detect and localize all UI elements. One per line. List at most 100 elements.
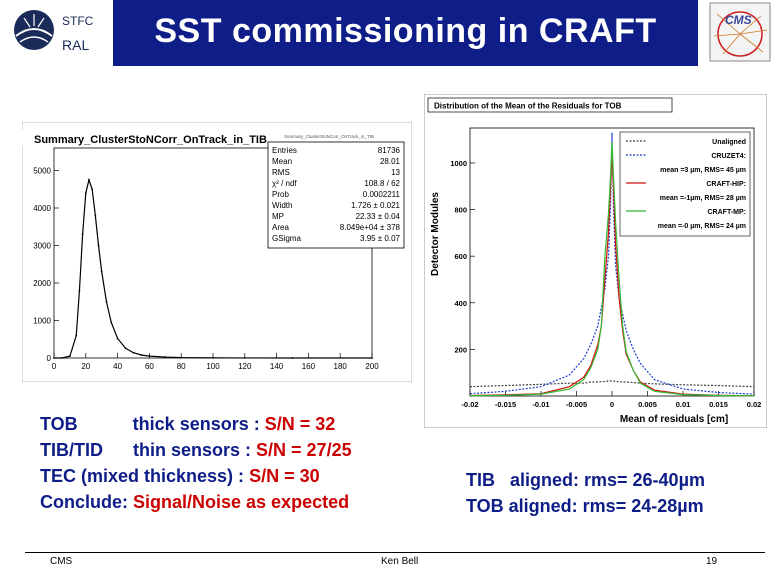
cms-logo: CMS [709,2,771,62]
sn-data-point [371,357,373,359]
x-tick-label: 200 [365,362,379,371]
conclusion-line: Conclude: Signal/Noise as expected [40,492,349,513]
x-tick-label: 0.02 [747,400,762,409]
sn-data-point [291,357,294,359]
title-banner [113,0,698,66]
y-tick-label: 1000 [450,159,467,168]
x-tick-label: 20 [81,362,90,371]
residuals-plot-title: Distribution of the Mean of the Residual… [434,102,622,111]
stats-value: 0.0002211 [363,190,401,199]
legend-entry: mean =3 µm, RMS= 45 µm [660,167,746,174]
sn-data-point [105,300,108,303]
legend-entry: mean =-1µm, RMS= 28 µm [660,195,746,202]
sn-data-point [78,289,81,292]
sn-data-point [69,355,71,358]
cms-logo-text: CMS [725,13,752,27]
conclusion-label: Conclude: [40,492,133,512]
y-tick-label: 4000 [33,204,51,213]
legend-entry: CRAFT-HIP: [706,181,746,188]
tib-sn-label: TIB/TID thin sensors : [40,440,257,460]
stats-value: 1.726 ± 0.021 [351,201,400,210]
slide-title: SST commissioning in CRAFT [154,12,657,50]
sn-data-point [116,337,119,340]
y-tick-label: 400 [454,299,467,308]
y-tick-label: 3000 [33,242,51,251]
residuals-legend-box [619,131,751,237]
tob-sn-value: S/N = 32 [264,414,336,434]
stats-label: χ² / ndf [272,179,297,188]
sn-data-point [88,178,90,181]
legend-entry: Unaligned [712,139,746,146]
footer-experiment: CMS [50,556,73,567]
stats-label: RMS [272,168,290,177]
sn-data-point [81,233,84,236]
y-tick-label: 800 [454,206,467,215]
residuals-y-label: Detector Modules [430,192,441,276]
sn-data-point [132,351,135,354]
x-tick-label: 0 [52,362,57,371]
sn-data-point [124,347,127,350]
sn-data-point [164,356,167,358]
x-tick-label: 180 [334,362,348,371]
y-tick-label: 5000 [33,167,51,176]
x-tick-label: 0.015 [709,400,728,409]
residuals-x-label: Mean of residuals [cm] [620,414,728,425]
sn-data-point [84,192,87,194]
x-tick-label: 0.005 [638,400,657,409]
sn-data-point [75,334,78,337]
sn-data-point [212,356,214,359]
x-tick-label: -0.02 [461,400,478,409]
x-tick-label: 120 [238,362,252,371]
x-tick-label: 60 [145,362,154,371]
legend-entry: mean =-0 µm, RMS= 24 µm [658,223,746,230]
stats-value: 22.33 ± 0.04 [356,212,401,221]
tec-sn-line: TEC (mixed thickness) : S/N = 30 [40,466,320,487]
sn-data-point [180,356,183,359]
stats-label: Width [272,201,292,210]
stfc-logo [14,10,54,50]
stats-value: 28.01 [380,157,401,166]
sn-data-point [110,321,113,324]
stats-value: 13 [391,168,400,177]
tob-aligned-rms: TOB aligned: rms= 24-28µm [466,496,704,516]
sn-plot-title: Summary_ClusterStoNCorr_OnTrack_in_TIB [34,134,267,146]
y-tick-label: 2000 [33,279,51,288]
stats-label: Entries [272,146,297,155]
sn-data-point [53,357,55,359]
stats-label: Mean [272,157,292,166]
sn-data-point [243,357,246,359]
sn-histogram-plot: Summary_ClusterStoNCorr_OnTrack_in_TIB S… [22,122,412,382]
x-tick-label: 0 [610,400,614,409]
org-ral-label: RAL [62,37,90,53]
stats-label: Area [272,223,289,232]
x-tick-label: 140 [270,362,284,371]
sn-stats-box [267,141,405,249]
stats-value: 81736 [378,146,401,155]
org-stfc-label: STFC [62,14,94,28]
sn-data-point [148,355,151,358]
series-line-craft-mp [469,141,755,397]
footer-author: Ken Bell [381,556,419,567]
x-tick-label: -0.01 [532,400,549,409]
stats-value: 8.049e+04 ± 378 [340,223,401,232]
stats-value: 3.95 ± 0.07 [360,234,401,243]
page-number: 19 [706,556,718,567]
y-tick-label: 600 [454,252,467,261]
residuals-histogram-plot: Distribution of the Mean of the Residual… [424,94,767,428]
tib-aligned-rms: TIB aligned: rms= 26-40µm [466,470,705,490]
tob-sn-label: TOB thick sensors : [40,414,265,434]
legend-entry: CRAFT-MP: [708,209,747,216]
x-tick-label: 100 [206,362,220,371]
sn-data-point [91,188,94,191]
sn-data-point [61,357,63,359]
stats-label: MP [272,212,284,221]
sn-data-point [140,354,143,356]
x-tick-label: 0.01 [676,400,691,409]
x-tick-label: -0.005 [566,400,587,409]
y-tick-label: 0 [47,354,52,363]
tib-sn-value: S/N = 27/25 [256,440,352,460]
tib-sn-line: TIB/TID thin sensors : S/N = 27/25 [40,440,352,461]
y-tick-label: 1000 [33,317,51,326]
sn-data-point [97,244,100,247]
stats-label: Prob [272,190,289,199]
